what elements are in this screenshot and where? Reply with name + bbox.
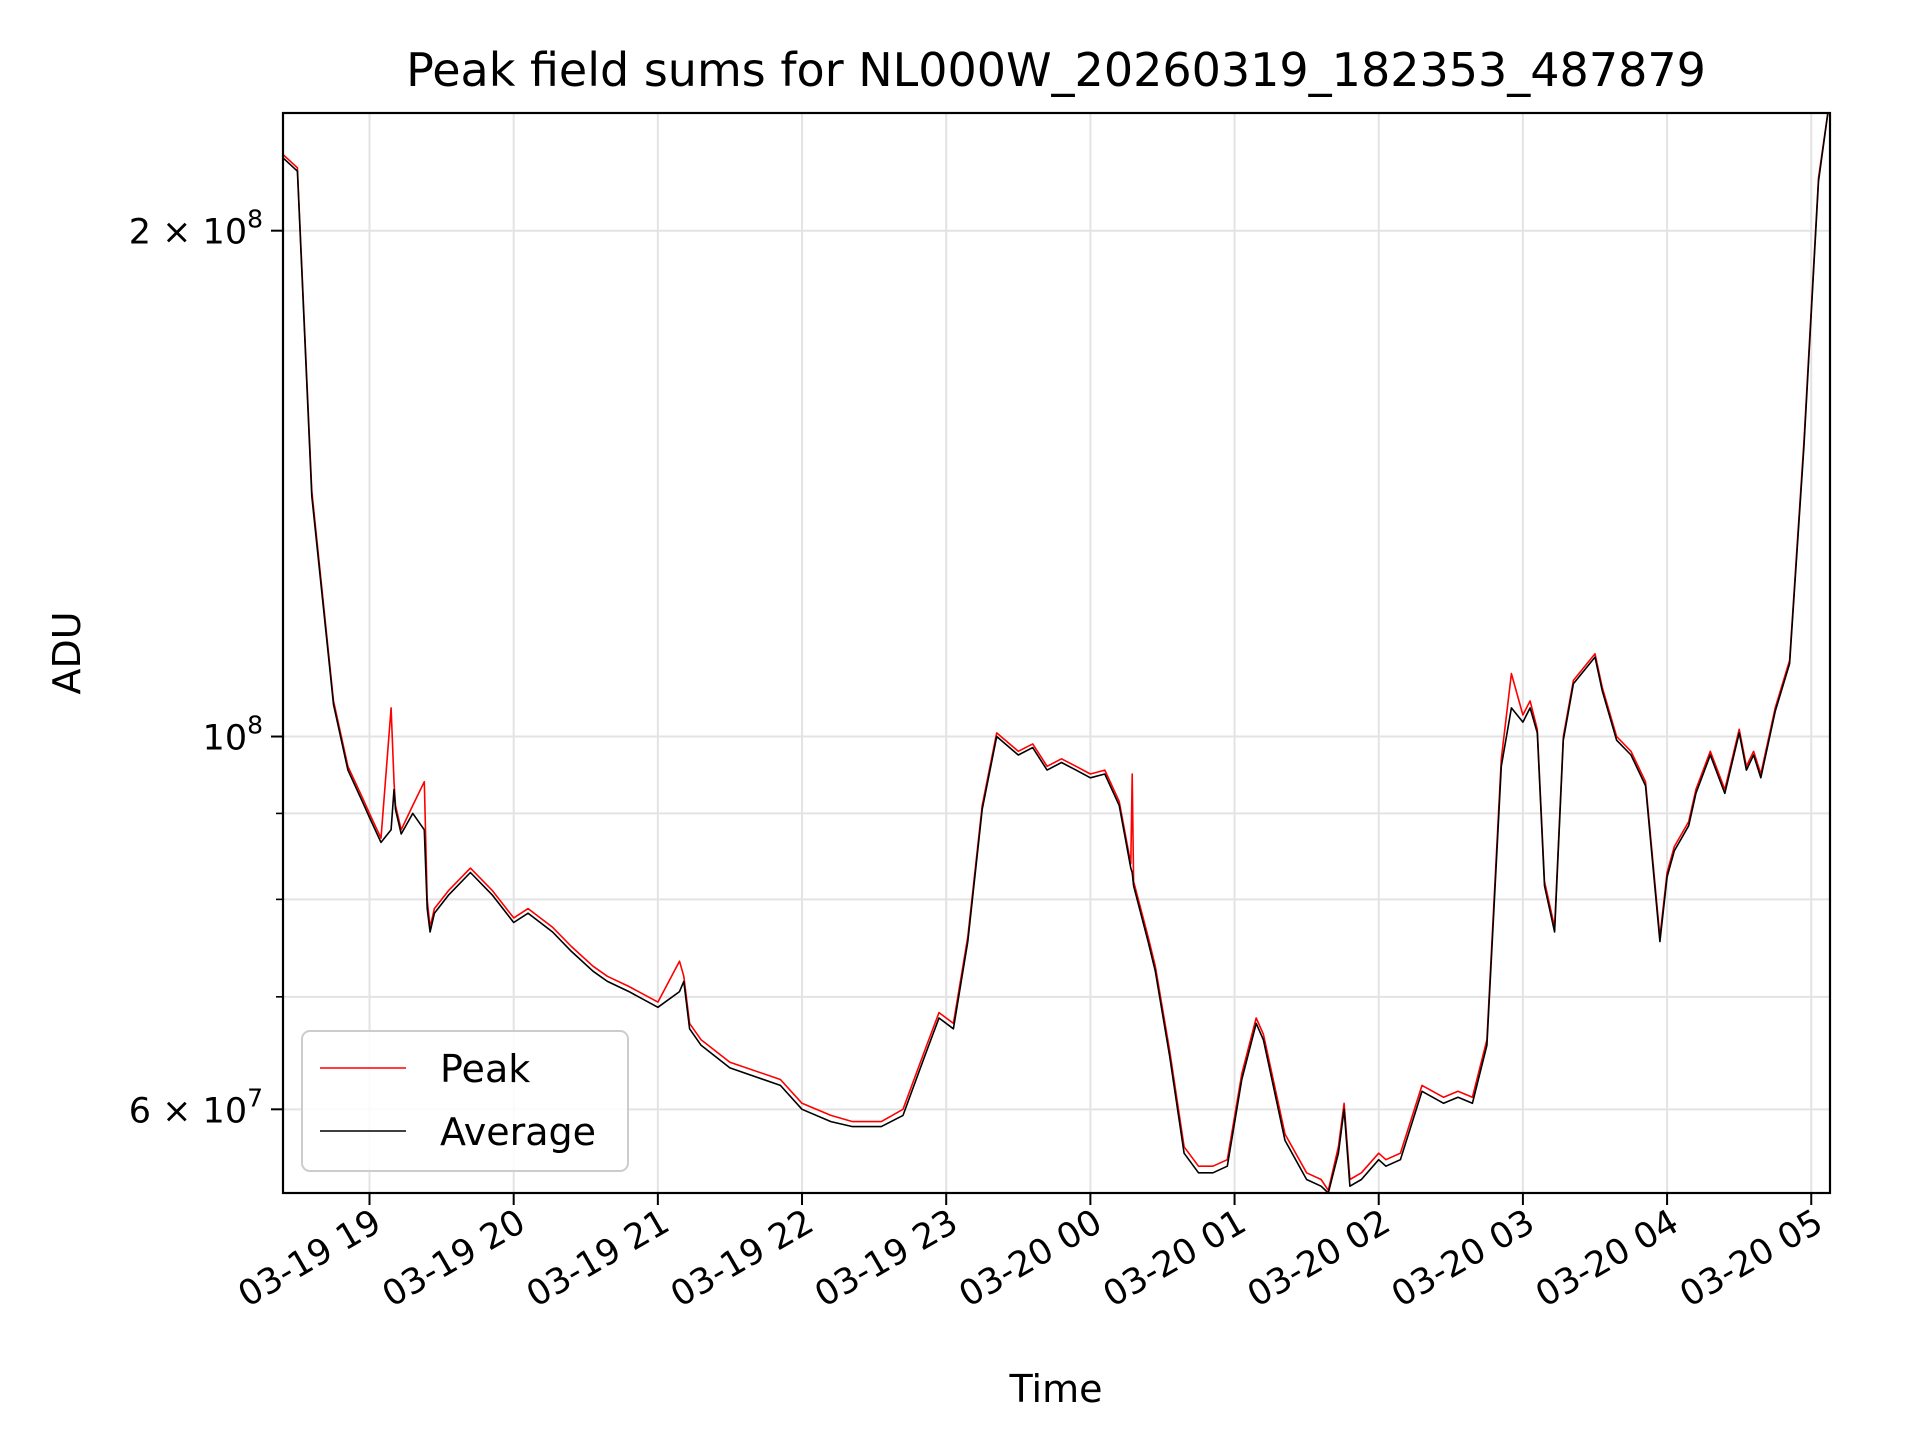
y-axis-label: ADU — [45, 611, 89, 694]
series-line-average — [283, 113, 1829, 1193]
x-axis-label: Time — [1009, 1367, 1103, 1411]
y-axis-ticks: 6 × 107 108 2 × 108 — [129, 205, 283, 1131]
data-lines — [283, 113, 1829, 1193]
chart-title: Peak field sums for NL000W_20260319_1823… — [406, 43, 1706, 97]
series-line-peak — [283, 113, 1829, 1192]
y-tick-label: 2 × 108 — [129, 205, 263, 253]
plot-frame — [281, 111, 1832, 1195]
y-tick-label: 6 × 107 — [129, 1083, 263, 1131]
legend-box — [301, 1030, 629, 1172]
legend-label-peak: Peak — [440, 1047, 530, 1091]
legend: Peak Average — [301, 1030, 629, 1172]
y-tick-label: 108 — [203, 711, 263, 759]
legend-label-average: Average — [440, 1110, 596, 1154]
grid-lines — [283, 113, 1830, 1193]
